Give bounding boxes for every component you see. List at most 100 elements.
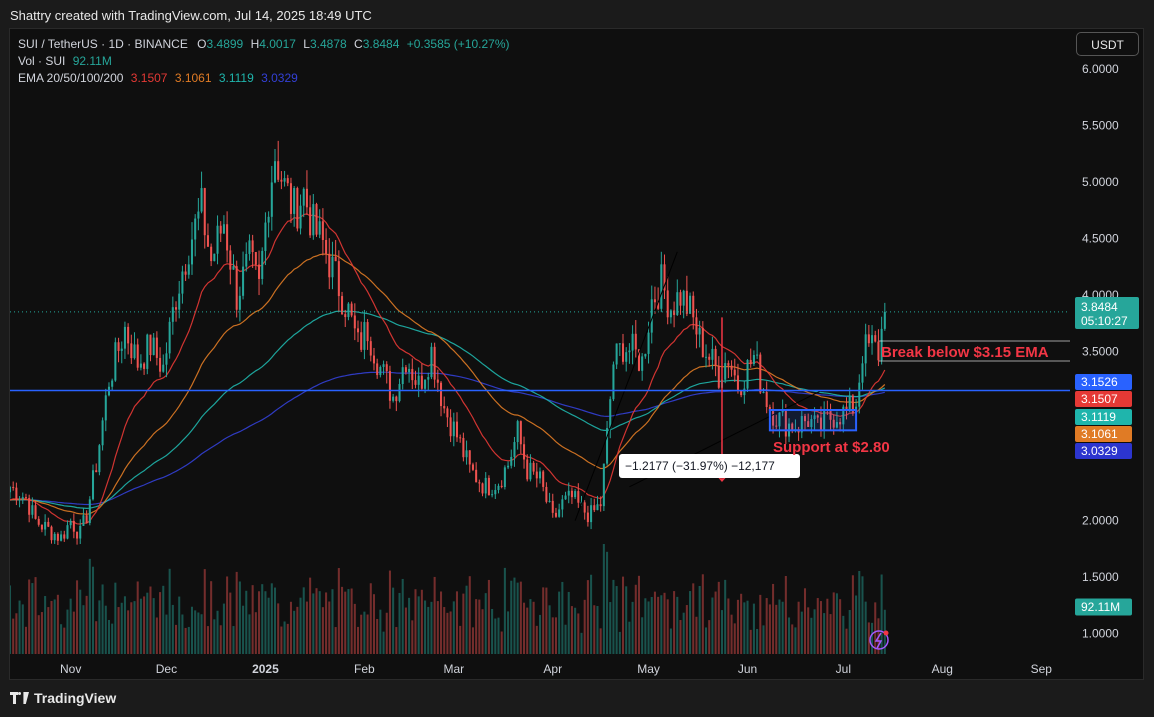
candle bbox=[56, 532, 59, 546]
candle bbox=[618, 343, 621, 356]
candle bbox=[127, 323, 130, 355]
candle bbox=[187, 255, 190, 279]
volume-bar bbox=[564, 624, 567, 654]
volume-bar bbox=[653, 591, 656, 654]
volume-bar bbox=[318, 591, 321, 654]
volume-bar bbox=[114, 582, 117, 654]
candle bbox=[692, 291, 695, 330]
candle bbox=[666, 276, 669, 325]
support-zone-box bbox=[768, 409, 858, 432]
candle-body bbox=[775, 425, 778, 427]
candle bbox=[532, 460, 535, 475]
volume-bar bbox=[69, 598, 72, 654]
volume-bar bbox=[558, 591, 561, 654]
volume-bar bbox=[851, 575, 854, 654]
volume-bar bbox=[24, 626, 27, 654]
candle bbox=[235, 260, 238, 318]
resistance-annotation-text: Break below $3.15 EMA bbox=[881, 344, 1049, 361]
candle-body bbox=[507, 465, 510, 468]
candle-body bbox=[12, 487, 15, 489]
candle bbox=[874, 330, 877, 343]
candle bbox=[104, 388, 107, 432]
candle-body bbox=[60, 534, 63, 541]
volume-bar bbox=[784, 575, 787, 654]
volume-bar bbox=[347, 589, 350, 654]
volume-bar bbox=[436, 601, 439, 654]
candle bbox=[465, 440, 468, 465]
candle bbox=[184, 264, 187, 282]
volume-bar bbox=[510, 580, 513, 654]
x-tick-label-4: Mar bbox=[443, 662, 464, 676]
volume-bar bbox=[864, 601, 867, 654]
candle bbox=[845, 397, 848, 420]
candle bbox=[171, 296, 174, 335]
candle-body bbox=[251, 240, 254, 253]
candle bbox=[468, 450, 471, 473]
candle bbox=[152, 333, 155, 356]
candle-body bbox=[845, 406, 848, 411]
currency-button[interactable]: USDT bbox=[1076, 32, 1139, 56]
candle bbox=[634, 320, 637, 358]
volume-bar bbox=[689, 591, 692, 654]
volume-bar bbox=[803, 588, 807, 654]
candle bbox=[417, 367, 420, 398]
candle-body bbox=[807, 421, 810, 428]
candle bbox=[644, 353, 647, 359]
volume-bar bbox=[203, 569, 206, 654]
candle bbox=[705, 344, 708, 368]
candle bbox=[385, 361, 388, 384]
current-price-countdown: 05:10:27 bbox=[1081, 314, 1128, 328]
volume-bar bbox=[519, 581, 522, 654]
volume-bar bbox=[273, 587, 277, 654]
x-tick-label-2: 2025 bbox=[252, 662, 279, 676]
volume-bar bbox=[111, 623, 114, 654]
candle-body bbox=[242, 266, 245, 296]
candle-body bbox=[21, 497, 24, 500]
volume-bar bbox=[660, 595, 663, 654]
candle-body bbox=[143, 363, 146, 369]
candle-body bbox=[91, 470, 95, 500]
current-price-value: 3.8484 bbox=[1081, 300, 1118, 314]
volume-bar bbox=[736, 599, 739, 654]
candle-body bbox=[692, 295, 695, 318]
candle bbox=[590, 498, 593, 530]
volume-bar bbox=[328, 601, 331, 654]
candle bbox=[60, 530, 63, 542]
chart-frame bbox=[9, 28, 1144, 680]
candle-body bbox=[130, 343, 133, 359]
volume-bar bbox=[248, 614, 251, 654]
candle bbox=[146, 333, 149, 375]
volume-bar bbox=[535, 625, 538, 654]
candle bbox=[98, 443, 101, 476]
candle bbox=[130, 334, 133, 364]
candle-body bbox=[497, 485, 500, 491]
candle bbox=[34, 501, 37, 520]
legend-ema50: 3.1061 bbox=[174, 71, 212, 85]
candle-body bbox=[184, 271, 187, 275]
volume-bar bbox=[376, 618, 379, 654]
legend-change: +0.3585 (+10.27%) bbox=[406, 37, 510, 51]
candle bbox=[254, 251, 257, 270]
volume-bar bbox=[356, 626, 360, 654]
candle-body bbox=[867, 334, 870, 344]
candle bbox=[851, 394, 854, 416]
volume-bar bbox=[772, 583, 775, 654]
candle bbox=[382, 360, 385, 375]
candle-body bbox=[558, 509, 561, 517]
volume-bar bbox=[842, 615, 845, 654]
candle bbox=[513, 436, 516, 467]
candle bbox=[213, 253, 216, 262]
candle-body bbox=[277, 161, 280, 180]
candle-body bbox=[759, 354, 762, 393]
candle bbox=[676, 279, 679, 316]
volume-bar bbox=[232, 626, 235, 654]
chart-title: Shattry created with TradingView.com, Ju… bbox=[10, 8, 372, 23]
volume-bar bbox=[471, 627, 474, 654]
volume-bar bbox=[810, 617, 813, 654]
candle-body bbox=[40, 524, 43, 530]
candle-body bbox=[72, 520, 75, 532]
trendline-upper bbox=[574, 251, 678, 521]
candle-body bbox=[123, 326, 126, 349]
candle-body bbox=[724, 363, 727, 380]
